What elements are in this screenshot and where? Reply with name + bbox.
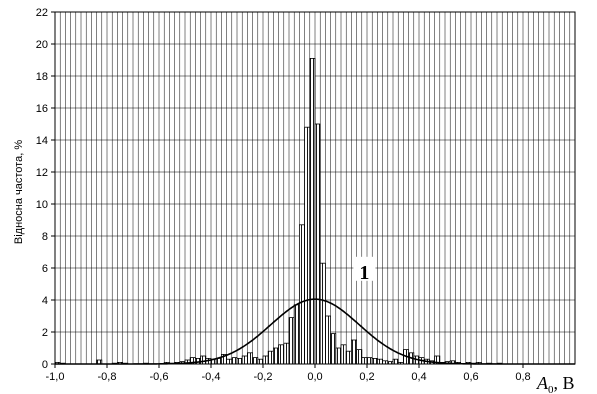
x-tick-label: 0,2 (359, 371, 374, 383)
y-tick-label: 14 (36, 135, 48, 147)
histogram-bar (392, 358, 399, 365)
histogram-bar (283, 342, 290, 365)
y-tick-label: 22 (36, 7, 48, 19)
histogram-bar (309, 58, 316, 365)
curve-label: 1 (359, 262, 369, 284)
x-tick-label: 0,4 (411, 371, 426, 383)
histogram-bar (298, 224, 305, 365)
histogram-bar (324, 315, 331, 365)
histogram-bar (304, 126, 311, 365)
y-tick-label: 8 (42, 231, 48, 243)
histogram-bar (293, 304, 300, 365)
histogram-bar (272, 347, 279, 365)
y-tick-label: 0 (42, 359, 48, 371)
histogram-bar (267, 350, 274, 365)
histogram-bar (356, 349, 363, 365)
histogram-bar (361, 357, 368, 365)
x-tick-label: 0,0 (307, 371, 322, 383)
x-tick-label: -0,6 (150, 371, 169, 383)
x-tick-label: 0,8 (515, 371, 530, 383)
y-tick-label: 4 (42, 295, 48, 307)
x-axis-label: A0, В (536, 373, 575, 394)
y-tick-label: 18 (36, 71, 48, 83)
histogram-bar (231, 357, 238, 365)
x-tick-label: -0,8 (98, 371, 117, 383)
histogram-bar (335, 347, 342, 365)
histogram-bar (252, 357, 259, 365)
x-tick-label: -0,2 (254, 371, 273, 383)
histogram-bar (319, 262, 326, 365)
histogram-bar (278, 344, 285, 365)
histogram-bar (340, 344, 347, 365)
x-axis-label-subscript: 0 (548, 384, 554, 394)
grid-lines (55, 12, 575, 364)
y-tick-label: 16 (36, 103, 48, 115)
x-tick-label: -0,4 (202, 371, 221, 383)
histogram-bar (314, 123, 321, 365)
histogram-bar (262, 355, 269, 365)
axis-ticks: -1,0 -0,8 -0,6 -0,4 -0,2 0,0 0,2 0,4 0,6 0,8 0 2 4 6 8… (36, 7, 531, 383)
histogram-bar (330, 333, 337, 365)
histogram-bar (236, 357, 243, 365)
x-tick-label: 0,6 (463, 371, 478, 383)
histogram-bar (376, 358, 383, 365)
x-axis-label-symbol: A (536, 373, 549, 393)
histogram-bar (226, 358, 233, 365)
x-axis-label-unit: , В (554, 373, 575, 393)
y-tick-label: 20 (36, 39, 48, 51)
histogram-bar (345, 350, 352, 365)
y-axis-label: Відносна частота, % (13, 140, 25, 244)
x-tick-label: -1,0 (46, 371, 65, 383)
histogram-bar (366, 357, 373, 365)
histogram-bar (288, 317, 295, 365)
histogram-bar (241, 355, 248, 365)
histogram-bar (200, 355, 207, 365)
y-tick-label: 2 (42, 327, 48, 339)
histogram-bar (350, 339, 357, 365)
y-tick-label: 12 (36, 167, 48, 179)
y-tick-label: 10 (36, 199, 48, 211)
curve-label-background (353, 256, 376, 281)
histogram-bar (257, 358, 264, 365)
histogram-bar (246, 352, 253, 365)
y-tick-label: 6 (42, 263, 48, 275)
histogram-bar (371, 357, 378, 365)
